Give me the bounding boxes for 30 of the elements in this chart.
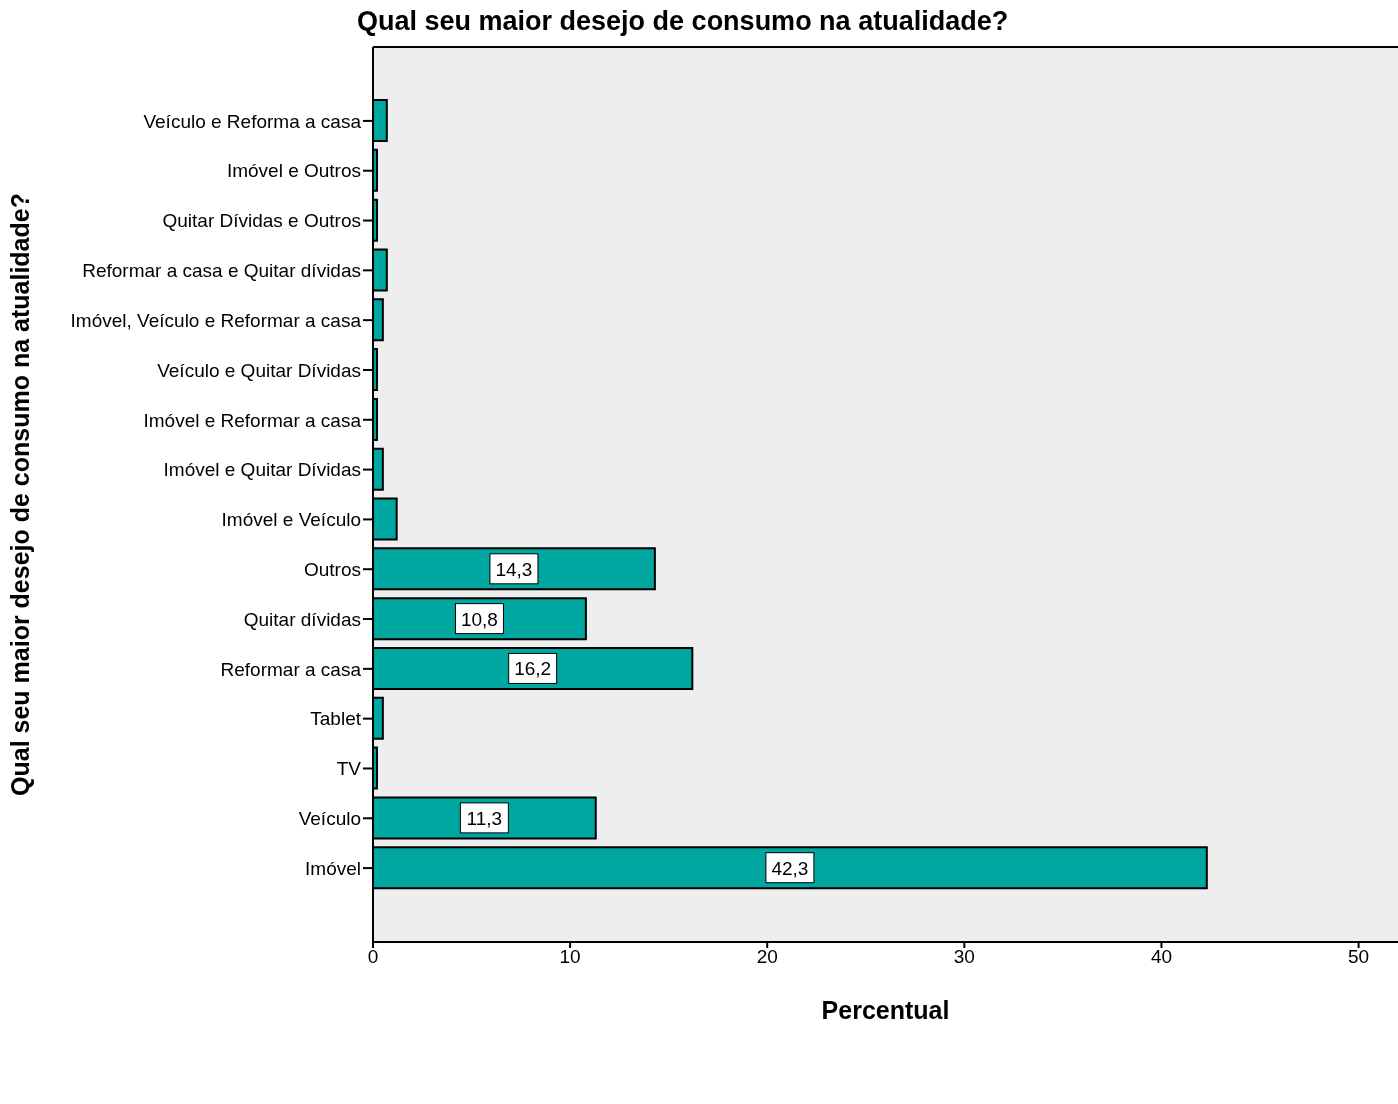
y-tick-label: Reformar a casa e Quitar dívidas (82, 260, 361, 282)
y-tick-label: Reformar a casa (220, 658, 362, 680)
data-label: 16,2 (514, 658, 552, 680)
y-tick-label: Veículo e Quitar Dívidas (157, 359, 361, 381)
y-tick-label: Imóvel, Veículo e Reformar a casa (70, 309, 362, 331)
y-tick-label: Imóvel e Outros (226, 160, 361, 182)
y-tick-label: Imóvel e Veículo (221, 509, 361, 531)
x-tick-label: 50 (1348, 946, 1370, 968)
y-tick-label: Quitar dívidas (243, 608, 361, 630)
x-tick-label: 0 (367, 946, 379, 968)
y-tick-label: Veículo e Reforma a casa (143, 110, 362, 132)
y-tick-label: Imóvel (305, 857, 361, 879)
data-label: 14,3 (495, 558, 533, 580)
data-label: 42,3 (771, 857, 809, 879)
y-tick-label: Tablet (310, 708, 362, 730)
y-tick-label: TV (336, 758, 362, 780)
y-tick-label: Imóvel e Quitar Dívidas (163, 459, 361, 481)
x-tick-label: 20 (756, 946, 778, 968)
x-tick-label: 30 (953, 946, 975, 968)
data-label: 11,3 (466, 807, 503, 829)
x-axis-title: Percentual (821, 996, 950, 1024)
y-tick-label: Quitar Dívidas e Outros (162, 210, 361, 232)
y-tick-label: Imóvel e Reformar a casa (143, 409, 362, 431)
y-tick-label: Outros (303, 558, 361, 580)
chart-title: Qual seu maior desejo de consumo na atualidade? (357, 6, 1009, 37)
y-axis-title: Qual seu maior desejo de consumo na atualidade? (5, 193, 34, 796)
y-tick-label: Veículo (298, 808, 361, 830)
data-label: 10,8 (460, 608, 498, 630)
x-tick-label: 40 (1150, 946, 1173, 968)
x-tick-label: 10 (559, 946, 581, 968)
